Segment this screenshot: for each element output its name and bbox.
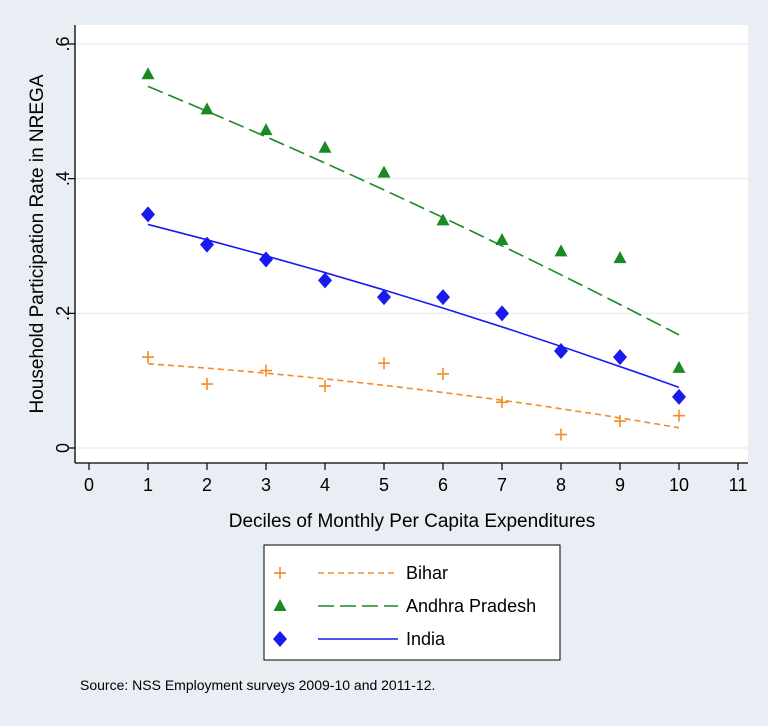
legend-marker-bihar [274,567,286,579]
point-india [436,289,450,306]
plot-area [75,25,748,463]
x-tick-label: 9 [615,475,625,495]
point-india [141,206,155,223]
x-tick-label: 10 [669,475,689,495]
y-tick-label: .6 [53,36,73,51]
point-india [200,236,214,253]
point-india [259,251,273,268]
x-tick-label: 7 [497,475,507,495]
point-bihar [673,409,685,422]
point-bihar [614,415,626,428]
legend-label-bihar: Bihar [406,563,448,583]
x-axis-title: Deciles of Monthly Per Capita Expenditur… [229,511,595,532]
y-tick-label: 0 [53,443,73,453]
legend-marker-andhra-pradesh [273,599,287,611]
fit-line-india [147,223,680,389]
x-tick-label: 2 [202,475,212,495]
x-ticks: 0 1 2 3 4 5 6 7 8 9 10 11 [84,463,747,495]
y-tick-label: .2 [53,306,73,321]
point-bihar [319,380,331,393]
point-india [672,388,686,405]
point-india [377,289,391,306]
point-andhra-pradesh [495,232,509,245]
point-andhra-pradesh [318,140,332,153]
point-bihar [201,378,213,391]
x-tick-label: 1 [143,475,153,495]
source-note: Source: NSS Employment surveys 2009-10 a… [80,677,435,693]
point-bihar [260,364,272,377]
y-ticks: 0 .2 .4 .6 [53,36,75,453]
data-points [141,67,686,441]
point-india [554,343,568,360]
point-bihar [555,428,567,441]
x-tick-label: 6 [438,475,448,495]
point-andhra-pradesh [436,213,450,226]
x-tick-label: 4 [320,475,330,495]
x-tick-label: 8 [556,475,566,495]
point-bihar [437,367,449,380]
fit-line-andhra-pradesh [147,85,680,336]
legend-label-india: India [406,629,446,649]
point-bihar [142,351,154,364]
point-andhra-pradesh [141,67,155,80]
x-tick-label: 11 [729,475,748,495]
point-bihar [496,396,508,409]
fit-lines [147,85,680,429]
legend-items: Bihar Andhra Pradesh India [273,563,536,649]
x-tick-label: 5 [379,475,389,495]
y-axis-title: Household Participation Rate in NREGA [27,74,48,413]
legend-label-andhra-pradesh: Andhra Pradesh [406,596,536,616]
point-andhra-pradesh [200,102,214,115]
point-india [613,349,627,366]
axes [74,25,748,464]
x-tick-label: 3 [261,475,271,495]
x-tick-label: 0 [84,475,94,495]
point-india [495,305,509,322]
point-andhra-pradesh [377,165,391,178]
y-tick-label: .4 [53,171,73,186]
point-andhra-pradesh [554,244,568,257]
point-bihar [378,357,390,370]
fit-line-bihar [147,363,680,429]
legend-marker-india [273,631,287,647]
point-andhra-pradesh [613,251,627,264]
legend: Bihar Andhra Pradesh India [263,544,561,661]
point-india [318,272,332,289]
legend-box [263,544,561,661]
point-andhra-pradesh [672,360,686,373]
point-andhra-pradesh [259,123,273,136]
